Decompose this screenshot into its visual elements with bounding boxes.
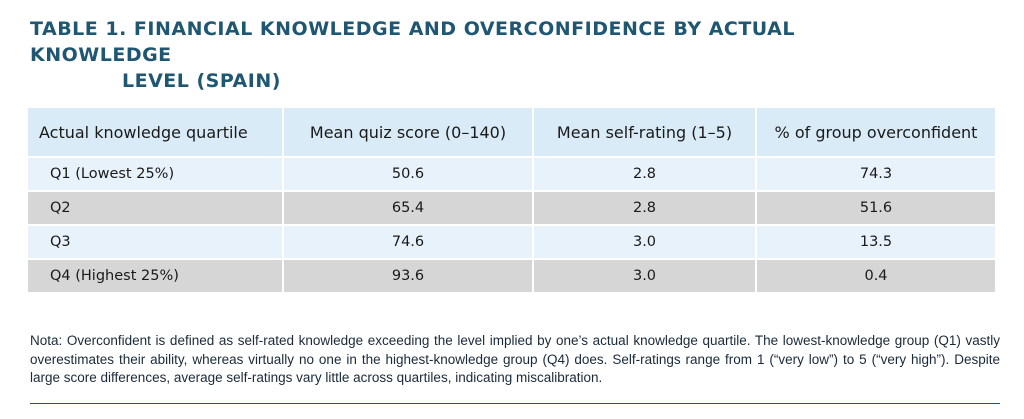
cell-overconfident: 0.4 bbox=[755, 260, 995, 292]
cell-quartile: Q2 bbox=[28, 192, 282, 224]
cell-quartile: Q4 (Highest 25%) bbox=[28, 260, 282, 292]
table-footnote: Nota: Overconfident is defined as self-r… bbox=[30, 333, 1000, 385]
cell-quartile: Q3 bbox=[28, 226, 282, 258]
header-quiz-score: Mean quiz score (0–140) bbox=[282, 108, 532, 156]
table-row: Q2 65.4 2.8 51.6 bbox=[28, 192, 995, 224]
cell-quiz-score: 65.4 bbox=[282, 192, 532, 224]
bottom-divider bbox=[30, 403, 1000, 404]
header-self-rating: Mean self-rating (1–5) bbox=[532, 108, 755, 156]
cell-overconfident: 51.6 bbox=[755, 192, 995, 224]
cell-self-rating: 3.0 bbox=[532, 226, 755, 258]
cell-overconfident: 13.5 bbox=[755, 226, 995, 258]
table-title-line1: TABLE 1. FINANCIAL KNOWLEDGE AND OVERCON… bbox=[30, 18, 795, 66]
header-quartile: Actual knowledge quartile bbox=[28, 108, 282, 156]
knowledge-table: Actual knowledge quartile Mean quiz scor… bbox=[28, 106, 995, 294]
cell-self-rating: 2.8 bbox=[532, 192, 755, 224]
cell-quiz-score: 50.6 bbox=[282, 158, 532, 190]
cell-quiz-score: 93.6 bbox=[282, 260, 532, 292]
cell-quartile: Q1 (Lowest 25%) bbox=[28, 158, 282, 190]
table-row: Q3 74.6 3.0 13.5 bbox=[28, 226, 995, 258]
cell-overconfident: 74.3 bbox=[755, 158, 995, 190]
table-title: TABLE 1. FINANCIAL KNOWLEDGE AND OVERCON… bbox=[30, 16, 930, 94]
cell-quiz-score: 74.6 bbox=[282, 226, 532, 258]
cell-self-rating: 2.8 bbox=[532, 158, 755, 190]
table-row: Q4 (Highest 25%) 93.6 3.0 0.4 bbox=[28, 260, 995, 292]
table-header-row: Actual knowledge quartile Mean quiz scor… bbox=[28, 108, 995, 156]
table-row: Q1 (Lowest 25%) 50.6 2.8 74.3 bbox=[28, 158, 995, 190]
cell-self-rating: 3.0 bbox=[532, 260, 755, 292]
table-title-line2: LEVEL (SPAIN) bbox=[122, 70, 281, 92]
header-overconfident: % of group overconfident bbox=[755, 108, 995, 156]
